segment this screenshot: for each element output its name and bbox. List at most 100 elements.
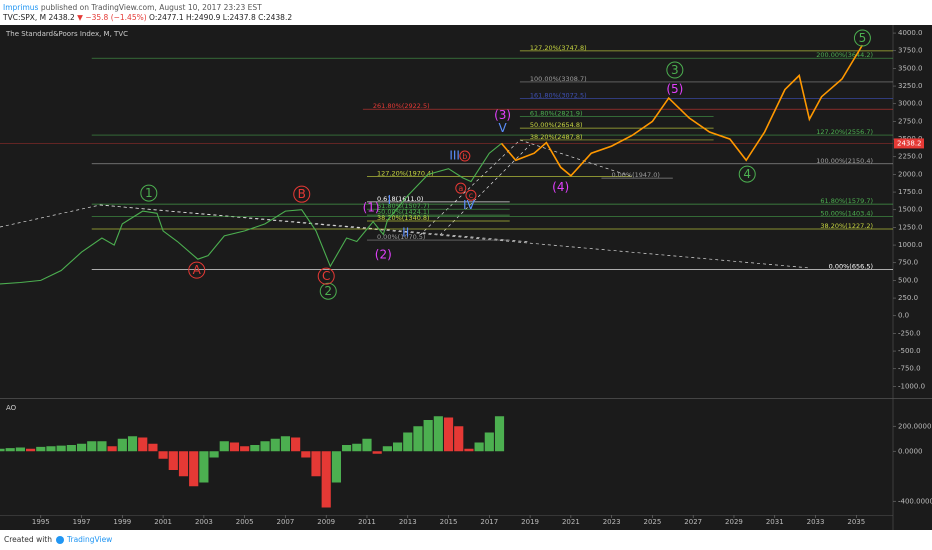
x-tick-label: 2025 bbox=[644, 518, 662, 526]
x-tick-label: 2021 bbox=[562, 518, 580, 526]
price-line bbox=[0, 142, 502, 285]
wave-label: V bbox=[498, 121, 507, 135]
wave-label: c bbox=[469, 191, 473, 200]
wave-label: (4) bbox=[552, 180, 569, 194]
y-tick-label: 0.0000 bbox=[898, 447, 923, 455]
symbol-line: TVC:SPX, M 2438.2 ▼ −35.8 (−1.45%) O:247… bbox=[2, 13, 292, 22]
wave-circle bbox=[319, 282, 337, 300]
ao-bar bbox=[15, 447, 25, 452]
ao-bar bbox=[138, 437, 148, 452]
wave-label: III bbox=[449, 148, 460, 162]
wave-circle bbox=[666, 61, 684, 79]
wave-circle bbox=[465, 189, 477, 201]
footer-bg bbox=[0, 530, 932, 550]
y-tick-label: 3750.0 bbox=[898, 47, 923, 55]
y-tick-label: 1500.0 bbox=[898, 206, 923, 214]
x-tick-label: 2023 bbox=[603, 518, 621, 526]
x-tick-label: 2003 bbox=[195, 518, 213, 526]
wave-label: 1 bbox=[145, 186, 153, 200]
wave-circle bbox=[738, 165, 756, 183]
fib-label: 161.80%(3072.5) bbox=[530, 92, 587, 100]
x-tick-label: 2029 bbox=[725, 518, 743, 526]
x-tick-label: 1999 bbox=[113, 518, 131, 526]
wave-label: 2 bbox=[324, 284, 332, 298]
ao-bar bbox=[331, 451, 341, 483]
wave-circle bbox=[455, 182, 467, 194]
wave-label: IV bbox=[463, 198, 476, 212]
fib-label: 0.00%(656.5) bbox=[829, 262, 873, 270]
y-tick-label: 250.0 bbox=[898, 294, 918, 302]
fib-label: 50.00%(1403.4) bbox=[820, 210, 873, 218]
ao-bar bbox=[413, 426, 423, 452]
ao-bar bbox=[240, 446, 250, 452]
ao-bar bbox=[87, 441, 97, 452]
ao-bar bbox=[127, 436, 138, 452]
wave-label: II bbox=[402, 225, 409, 239]
header-line: Imprimus published on TradingView.com, A… bbox=[3, 3, 262, 12]
y-tick-label: 2250.0 bbox=[898, 153, 923, 161]
fib-label: 38.20%(1340.8) bbox=[377, 214, 430, 222]
ao-bar bbox=[280, 436, 291, 452]
y-tick-label: -400.0000 bbox=[898, 497, 932, 505]
y-tick-label: -750.0 bbox=[898, 365, 921, 373]
wave-circle bbox=[317, 267, 335, 285]
ao-bar bbox=[301, 451, 311, 458]
wave-label: (2) bbox=[375, 247, 392, 261]
wave-circle bbox=[140, 184, 158, 202]
brand-icon bbox=[56, 536, 64, 544]
fib-label: 0.618(1611.0) bbox=[377, 195, 423, 203]
ao-bar bbox=[342, 445, 352, 452]
ao-bar bbox=[443, 417, 454, 452]
ao-bar bbox=[229, 442, 240, 452]
ao-bar bbox=[464, 448, 474, 452]
y-tick-label: 200.0000 bbox=[898, 422, 931, 430]
ao-bar bbox=[484, 432, 494, 452]
y-tick-label: 4000.0 bbox=[898, 29, 923, 37]
ohlc: O:2477.1 H:2490.9 L:2437.8 C:2438.2 bbox=[149, 13, 292, 22]
fib-label: 50.00%(2654.8) bbox=[530, 121, 583, 129]
fib-label: 61.80%(1507.7) bbox=[377, 202, 430, 210]
ao-bar bbox=[158, 451, 168, 459]
ao-bar bbox=[148, 443, 158, 452]
ao-bar bbox=[494, 416, 505, 452]
fib-label: 61.80%(2821.9) bbox=[530, 109, 583, 117]
x-tick-label: 2001 bbox=[154, 518, 172, 526]
chart-bg bbox=[0, 25, 932, 530]
chart-title: The Standard&Poors Index, M, TVC bbox=[5, 30, 128, 38]
y-tick-label: -1000.0 bbox=[898, 382, 925, 390]
ao-bar bbox=[372, 451, 382, 454]
wave-circle bbox=[188, 261, 206, 279]
ao-bar bbox=[189, 451, 199, 487]
ao-bar bbox=[107, 446, 117, 452]
y-tick-label: 500.0 bbox=[898, 276, 918, 284]
ao-bar bbox=[178, 451, 189, 477]
fib-label: 127.20%(3747.8) bbox=[530, 44, 587, 52]
x-tick-label: 1995 bbox=[32, 518, 50, 526]
ao-bar bbox=[454, 426, 464, 452]
x-tick-label: 2009 bbox=[317, 518, 335, 526]
fib-label: 0.00%(1070.5) bbox=[377, 233, 425, 241]
fib-label: 61.80%(1579.7) bbox=[820, 197, 873, 205]
wave-label: B bbox=[298, 187, 306, 201]
ao-bar bbox=[321, 451, 331, 508]
fib-label: 50.00%(1424.1) bbox=[377, 208, 430, 216]
y-tick-label: -500.0 bbox=[898, 347, 921, 355]
fib-label: 127.20%(2556.7) bbox=[816, 128, 873, 136]
wave-label: C bbox=[322, 269, 330, 283]
ao-bar bbox=[270, 438, 280, 452]
x-tick-label: 2017 bbox=[480, 518, 498, 526]
x-tick-label: 2033 bbox=[807, 518, 825, 526]
wave-label: 5 bbox=[859, 31, 867, 45]
ao-bar bbox=[403, 432, 413, 452]
x-tick-label: 2011 bbox=[358, 518, 376, 526]
fib-label: 261.80%(2922.5) bbox=[373, 102, 430, 110]
ao-bar bbox=[362, 438, 372, 452]
y-tick-label: 0.0 bbox=[898, 312, 909, 320]
ao-bar bbox=[168, 451, 178, 470]
ao-bar bbox=[219, 441, 229, 452]
y-tick-label: 3500.0 bbox=[898, 64, 923, 72]
change: ▼ −35.8 (−1.45%) bbox=[77, 13, 147, 22]
y-tick-label: 2750.0 bbox=[898, 117, 923, 125]
ao-bar bbox=[423, 420, 433, 452]
ao-bar bbox=[474, 442, 484, 452]
